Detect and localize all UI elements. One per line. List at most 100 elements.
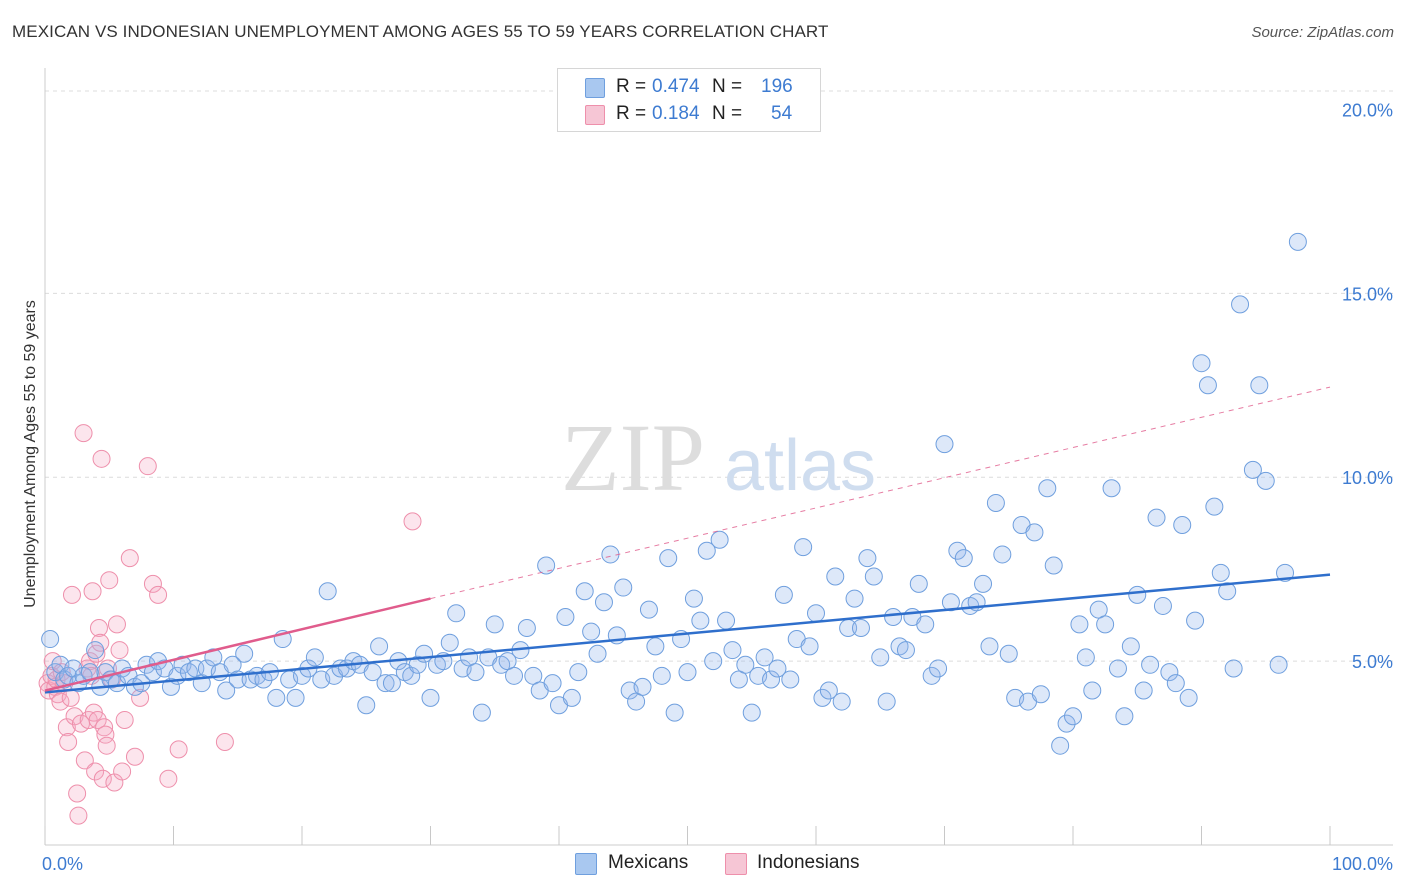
mexicans-point (556, 607, 575, 626)
legend-row-mexicans: R = 0.474 N = 196 (558, 74, 820, 101)
mexicans-point (293, 666, 311, 685)
y-tick-label: 20.0% (1342, 100, 1393, 120)
mexicans-point (665, 703, 684, 722)
mexicans-point (1186, 611, 1205, 630)
mexicans-point (1276, 563, 1295, 582)
indonesians-point (51, 692, 70, 711)
mexicans-point (1153, 596, 1172, 615)
mexicans-point (569, 663, 588, 682)
indonesians-point (100, 571, 119, 590)
indonesians-point (97, 736, 116, 755)
mexicans-point (652, 666, 671, 685)
mexicans-point (1192, 354, 1211, 373)
mexicans-point (472, 703, 491, 722)
indonesians-point (69, 806, 88, 825)
y-tick-label: 10.0% (1342, 468, 1393, 488)
indonesians-point (75, 751, 94, 770)
mexicans-point (421, 688, 440, 707)
mexicans-point (1031, 685, 1050, 704)
mexicans-point (691, 611, 710, 630)
mexicans-point (826, 567, 845, 586)
legend-n-label: N = (712, 76, 743, 97)
mexicans-point (993, 545, 1012, 564)
mexicans-point (742, 703, 761, 722)
legend-swatch-mexicans (585, 78, 605, 98)
mexicans-trend-line (44, 573, 1331, 694)
indonesians-trend-line (44, 597, 431, 692)
mexicans-point (286, 688, 305, 707)
mexicans-point (877, 692, 896, 711)
mexicans-point (1128, 585, 1147, 604)
mexicans-point (845, 589, 864, 608)
chart-title: MEXICAN VS INDONESIAN UNEMPLOYMENT AMONG… (12, 22, 829, 41)
mexicans-point (762, 670, 781, 689)
mexicans-point (832, 692, 851, 711)
gridlines (45, 90, 1393, 662)
mexicans-point (717, 611, 736, 630)
mexicans-point (370, 637, 389, 656)
mexicans-point (1211, 563, 1230, 582)
mexicans-point (161, 677, 180, 696)
mexicans-point (363, 663, 382, 682)
mexicans-point (1179, 688, 1198, 707)
axes (44, 68, 1393, 846)
mexicans-point (357, 696, 376, 715)
indonesians-point (92, 449, 111, 468)
mexicans-point (537, 556, 556, 575)
indonesians-point (403, 512, 422, 531)
mexicans-point (986, 493, 1005, 512)
indonesians-point (143, 574, 162, 593)
mexicans-point (1141, 655, 1160, 674)
mexicans-point (505, 666, 524, 685)
mexicans-point (736, 655, 755, 674)
mexicans-point (562, 688, 581, 707)
indonesians-point (110, 641, 129, 660)
indonesians-point (68, 784, 87, 803)
x-tick-label: 100.0% (1332, 854, 1393, 874)
mexicans-point (922, 666, 941, 685)
mexicans-point (1243, 460, 1262, 479)
mexicans-point (639, 600, 658, 619)
indonesians-point (120, 549, 139, 568)
legend-n-label: N = (712, 103, 743, 124)
y-tick-label: 5.0% (1352, 652, 1393, 672)
indonesians-point (107, 615, 126, 634)
mexicans-point (646, 637, 665, 656)
mexicans-point (684, 589, 703, 608)
mexicans-point (1218, 582, 1237, 601)
mexicans-point (929, 659, 948, 678)
legend-n-value: 196 (761, 76, 793, 97)
mexicans-point (774, 585, 793, 604)
y-tick-label: 15.0% (1342, 284, 1393, 304)
indonesians-point (89, 619, 108, 638)
watermark: ZIP atlas (561, 404, 876, 511)
indonesians-point (93, 769, 112, 788)
mexicans-point (1044, 556, 1063, 575)
mexicans-point (941, 593, 960, 612)
indonesians-point (125, 747, 144, 766)
mexicans-point (633, 677, 652, 696)
mexicans-point (1166, 674, 1185, 693)
mexicans-point (871, 648, 890, 667)
mexicans-point (254, 670, 273, 689)
mexicans-point (1108, 659, 1127, 678)
mexicans-point (594, 593, 613, 612)
indonesians-point (115, 710, 134, 729)
watermark-zip: ZIP (561, 404, 705, 511)
indonesians-point (86, 762, 105, 781)
mexicans-point (543, 674, 562, 693)
mexicans-point (935, 435, 954, 454)
mexicans-point (1038, 479, 1057, 498)
mexicans-point (1057, 714, 1076, 733)
legend-r-value: 0.474 (652, 76, 700, 97)
mexicans-point (485, 615, 504, 634)
indonesians-point (149, 585, 168, 604)
mexicans-point (858, 549, 877, 568)
mexicans-point (819, 681, 838, 700)
indonesians-point (59, 733, 78, 752)
indonesians-point (113, 762, 132, 781)
mexicans-point (575, 582, 594, 601)
mexicans-point (1121, 637, 1140, 656)
bottom-legend-label-indonesians: Indonesians (757, 852, 860, 873)
